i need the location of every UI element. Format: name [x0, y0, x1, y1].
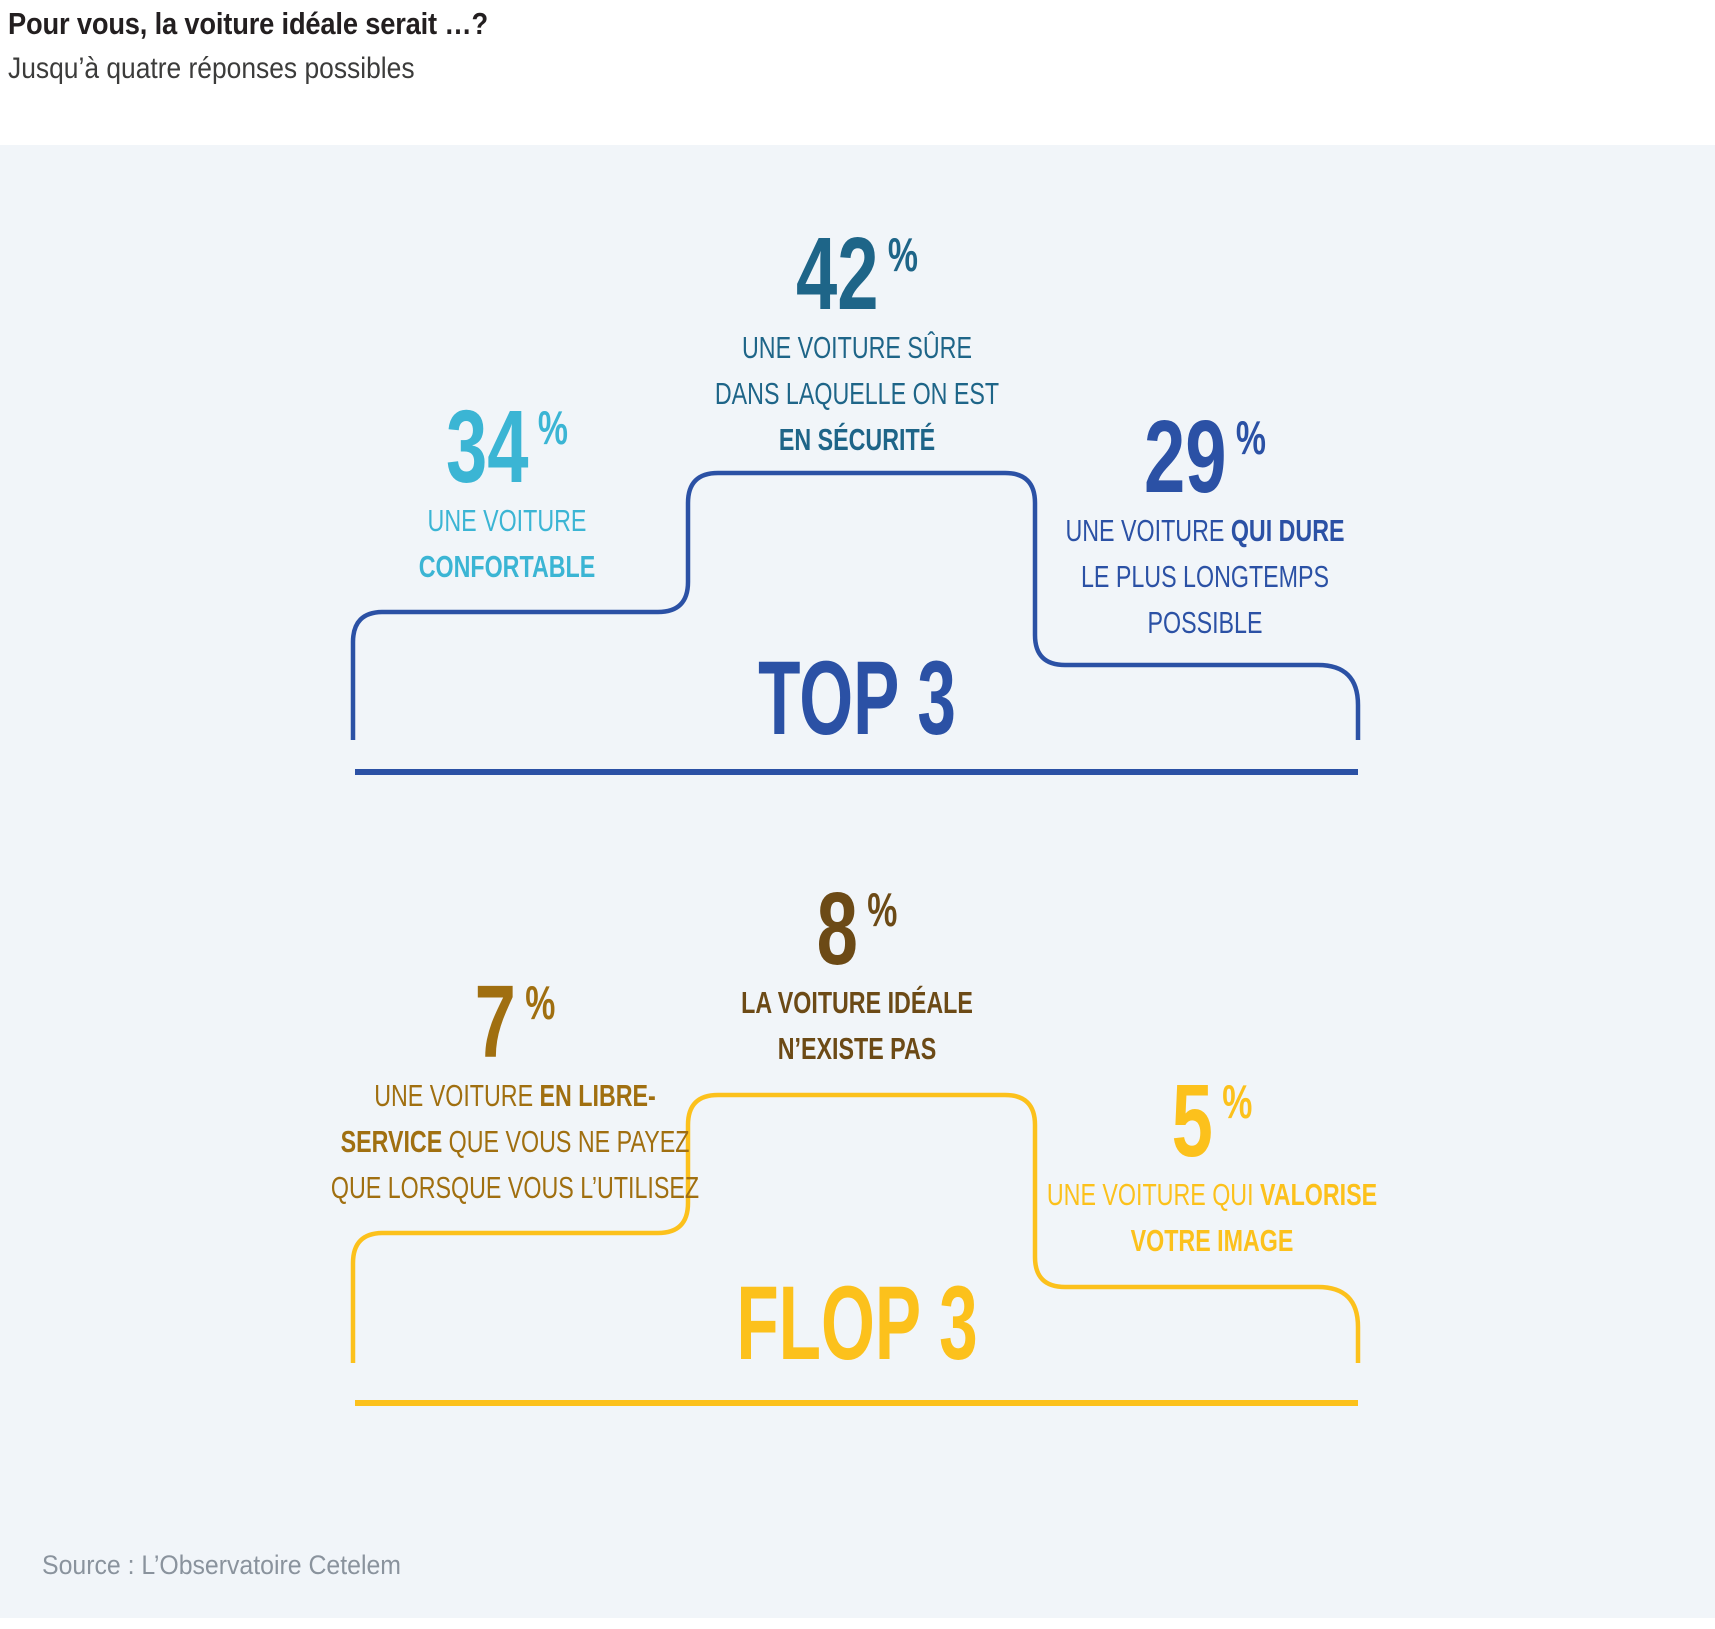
- page-subtitle: Jusqu’à quatre réponses possibles: [8, 52, 415, 85]
- flop3-label: FLOP 3: [736, 1265, 978, 1382]
- stat-description: UNE VOITURE QUI VALORISE VOTRE IMAGE: [1046, 1177, 1378, 1258]
- stat-description: UNE VOITURE EN LIBRE- SERVICE QUE VOUS NE…: [330, 1078, 700, 1205]
- percent-sign: %: [867, 883, 898, 936]
- stat-number: 29: [1144, 399, 1227, 514]
- stat-number: 34: [446, 389, 529, 504]
- percent-sign: %: [537, 401, 568, 454]
- source-credit: Source : L’Observatoire Cetelem: [42, 1550, 401, 1580]
- percent-sign: %: [1222, 1075, 1253, 1128]
- stat-number: 8: [816, 871, 858, 986]
- stat-number: 5: [1171, 1063, 1213, 1178]
- stat-value: 8%: [627, 877, 1088, 980]
- top3-label: TOP 3: [758, 640, 956, 757]
- stat-number: 42: [796, 216, 879, 331]
- stat-description: LA VOITURE IDÉALE N’EXISTE PAS: [741, 985, 973, 1066]
- stat-value: 42%: [627, 222, 1088, 325]
- chart-panel: [0, 145, 1715, 1618]
- percent-sign: %: [525, 976, 556, 1029]
- stat-value: 5%: [982, 1069, 1443, 1172]
- stat-top-durable-car: 29% UNE VOITURE QUI DURE LE PLUS LONGTEMP…: [885, 405, 1525, 646]
- page-title: Pour vous, la voiture idéale serait …?: [8, 6, 488, 41]
- percent-sign: %: [1235, 411, 1266, 464]
- stat-top-comfortable-car: 34% UNE VOITURE CONFORTABLE: [187, 395, 827, 590]
- header: Pour vous, la voiture idéale serait …? J…: [8, 6, 553, 86]
- stat-top-safe-car: 42% UNE VOITURE SÛRE DANS LAQUELLE ON EST…: [537, 222, 1177, 463]
- stat-value: 7%: [285, 970, 746, 1073]
- stat-flop-no-ideal-car: 8% LA VOITURE IDÉALE N’EXISTE PAS: [537, 877, 1177, 1072]
- stat-value: 34%: [277, 395, 738, 498]
- stat-flop-image-car: 5% UNE VOITURE QUI VALORISE VOTRE IMAGE: [892, 1069, 1532, 1264]
- stat-description: UNE VOITURE CONFORTABLE: [418, 503, 596, 584]
- stat-value: 29%: [975, 405, 1436, 508]
- stat-number: 7: [474, 964, 516, 1079]
- stat-description: UNE VOITURE QUI DURE LE PLUS LONGTEMPS POS…: [1065, 513, 1345, 640]
- stat-flop-self-service-car: 7% UNE VOITURE EN LIBRE- SERVICE QUE VOUS…: [195, 970, 835, 1211]
- percent-sign: %: [887, 228, 918, 281]
- stat-description: UNE VOITURE SÛRE DANS LAQUELLE ON EST EN S…: [714, 330, 1000, 457]
